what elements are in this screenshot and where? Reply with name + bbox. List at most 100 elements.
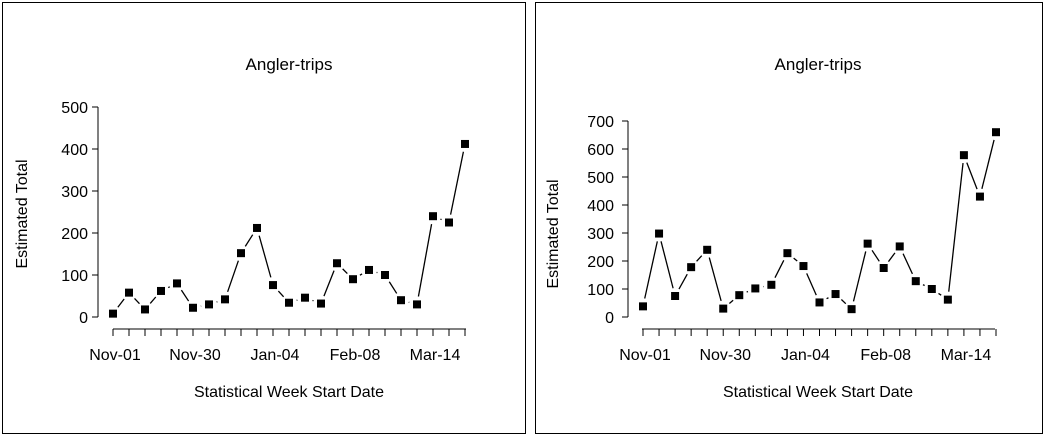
x-tick-label: Mar-14 bbox=[941, 347, 992, 364]
chart-panel-left: Angler-trips Statistical Week Start Date… bbox=[2, 2, 526, 434]
y-tick-label: 0 bbox=[79, 310, 88, 327]
data-point-marker bbox=[333, 259, 341, 268]
chart-left: Angler-trips Statistical Week Start Date… bbox=[14, 55, 469, 401]
y-tick-label: 200 bbox=[587, 254, 614, 271]
data-point-marker bbox=[109, 309, 117, 318]
data-point-marker bbox=[815, 298, 824, 307]
chart-title: Angler-trips bbox=[246, 55, 333, 74]
x-tick-label: Nov-01 bbox=[89, 347, 141, 364]
series-line-segment bbox=[826, 297, 829, 300]
y-tick-label: 200 bbox=[61, 226, 88, 243]
data-point-marker bbox=[911, 277, 920, 286]
series-line-segment bbox=[417, 223, 433, 297]
data-point-marker bbox=[349, 275, 357, 284]
data-point-marker bbox=[365, 265, 373, 274]
data-point-marker bbox=[719, 304, 728, 313]
series-line-segment bbox=[806, 273, 817, 296]
chart-right: Angler-trips Statistical Week Start Date… bbox=[545, 55, 1000, 401]
data-point-marker bbox=[655, 229, 664, 238]
y-tick-label: 400 bbox=[587, 198, 614, 215]
y-tick-label: 400 bbox=[61, 142, 88, 159]
series-line-segment bbox=[323, 270, 335, 297]
data-point-marker bbox=[831, 290, 840, 299]
data-point-marker bbox=[751, 284, 760, 293]
series-line-segment bbox=[852, 251, 867, 302]
series-line-segment bbox=[149, 296, 157, 304]
x-tick-label: Feb-08 bbox=[860, 347, 911, 364]
series-line-segment bbox=[167, 286, 171, 289]
data-point-marker bbox=[879, 264, 888, 272]
series-line-segment bbox=[227, 260, 239, 293]
data-point-marker bbox=[429, 212, 437, 221]
series-line-segment bbox=[981, 139, 995, 189]
y-tick-label: 700 bbox=[587, 114, 614, 131]
series-line-segment bbox=[793, 257, 798, 262]
data-point-marker bbox=[413, 300, 421, 309]
x-tick-label: Feb-08 bbox=[330, 347, 381, 364]
data-point-marker bbox=[397, 296, 405, 305]
series-line-segment bbox=[449, 151, 465, 215]
data-point-marker bbox=[381, 271, 389, 279]
data-point-marker bbox=[959, 151, 968, 160]
data-point-marker bbox=[189, 303, 197, 312]
y-tick-label: 500 bbox=[587, 170, 614, 187]
y-tick-label: 500 bbox=[61, 100, 88, 117]
data-point-marker bbox=[141, 305, 149, 314]
x-tick-label: Nov-30 bbox=[169, 347, 221, 364]
series-line-segment bbox=[728, 299, 734, 304]
series-line-segment bbox=[840, 299, 847, 305]
series-line-segment bbox=[359, 273, 363, 276]
data-point-marker bbox=[285, 298, 293, 307]
series-line-segment bbox=[244, 234, 254, 247]
data-point-marker bbox=[943, 295, 952, 304]
x-tick-label: Jan-04 bbox=[251, 347, 300, 364]
series-line-segment bbox=[678, 273, 688, 290]
data-point-marker bbox=[237, 249, 245, 258]
series-line-segment bbox=[902, 253, 914, 275]
data-point-marker bbox=[445, 218, 453, 227]
data-point-marker bbox=[301, 293, 309, 302]
data-point-marker bbox=[125, 288, 133, 297]
y-tick-label: 300 bbox=[587, 226, 614, 243]
series-line-segment bbox=[644, 241, 658, 299]
x-tick-label: Nov-01 bbox=[619, 347, 671, 364]
data-point-marker bbox=[703, 245, 712, 254]
data-point-marker bbox=[767, 280, 776, 289]
data-point-marker bbox=[799, 262, 808, 271]
series-line-segment bbox=[774, 260, 785, 278]
series-line-segment bbox=[938, 292, 942, 296]
series-line-segment bbox=[922, 284, 925, 287]
data-point-marker bbox=[157, 286, 165, 295]
y-axis-label: Estimated Total bbox=[545, 179, 562, 288]
series-line-segment bbox=[746, 290, 749, 293]
series-line-segment bbox=[388, 281, 398, 294]
y-axis-label: Estimated Total bbox=[14, 159, 31, 268]
x-tick-label: Mar-14 bbox=[410, 347, 461, 364]
series-line-segment bbox=[696, 255, 703, 262]
data-point-marker bbox=[671, 292, 680, 300]
y-tick-label: 300 bbox=[61, 184, 88, 201]
series-line-segment bbox=[660, 241, 674, 289]
data-point-marker bbox=[895, 242, 904, 251]
data-point-marker bbox=[253, 223, 261, 232]
series-line-segment bbox=[180, 289, 190, 302]
data-point-marker bbox=[173, 279, 181, 288]
series-line-segment bbox=[342, 268, 348, 275]
data-point-marker bbox=[863, 239, 872, 248]
data-point-marker bbox=[783, 249, 792, 258]
series-line-segment bbox=[948, 163, 964, 292]
series-line-segment bbox=[871, 249, 880, 262]
data-point-marker bbox=[847, 305, 856, 314]
series-line-segment bbox=[277, 290, 285, 298]
series-line-segment bbox=[887, 252, 896, 262]
x-tick-label: Nov-30 bbox=[699, 347, 751, 364]
series-line-segment bbox=[258, 235, 272, 278]
data-point-marker bbox=[975, 192, 984, 201]
x-axis-label: Statistical Week Start Date bbox=[723, 384, 913, 401]
y-tick-label: 600 bbox=[587, 142, 614, 159]
series-line-segment bbox=[966, 162, 978, 190]
data-point-marker bbox=[269, 281, 277, 290]
series-line-segment bbox=[708, 257, 722, 302]
y-tick-label: 100 bbox=[61, 268, 88, 285]
data-point-marker bbox=[461, 139, 469, 148]
